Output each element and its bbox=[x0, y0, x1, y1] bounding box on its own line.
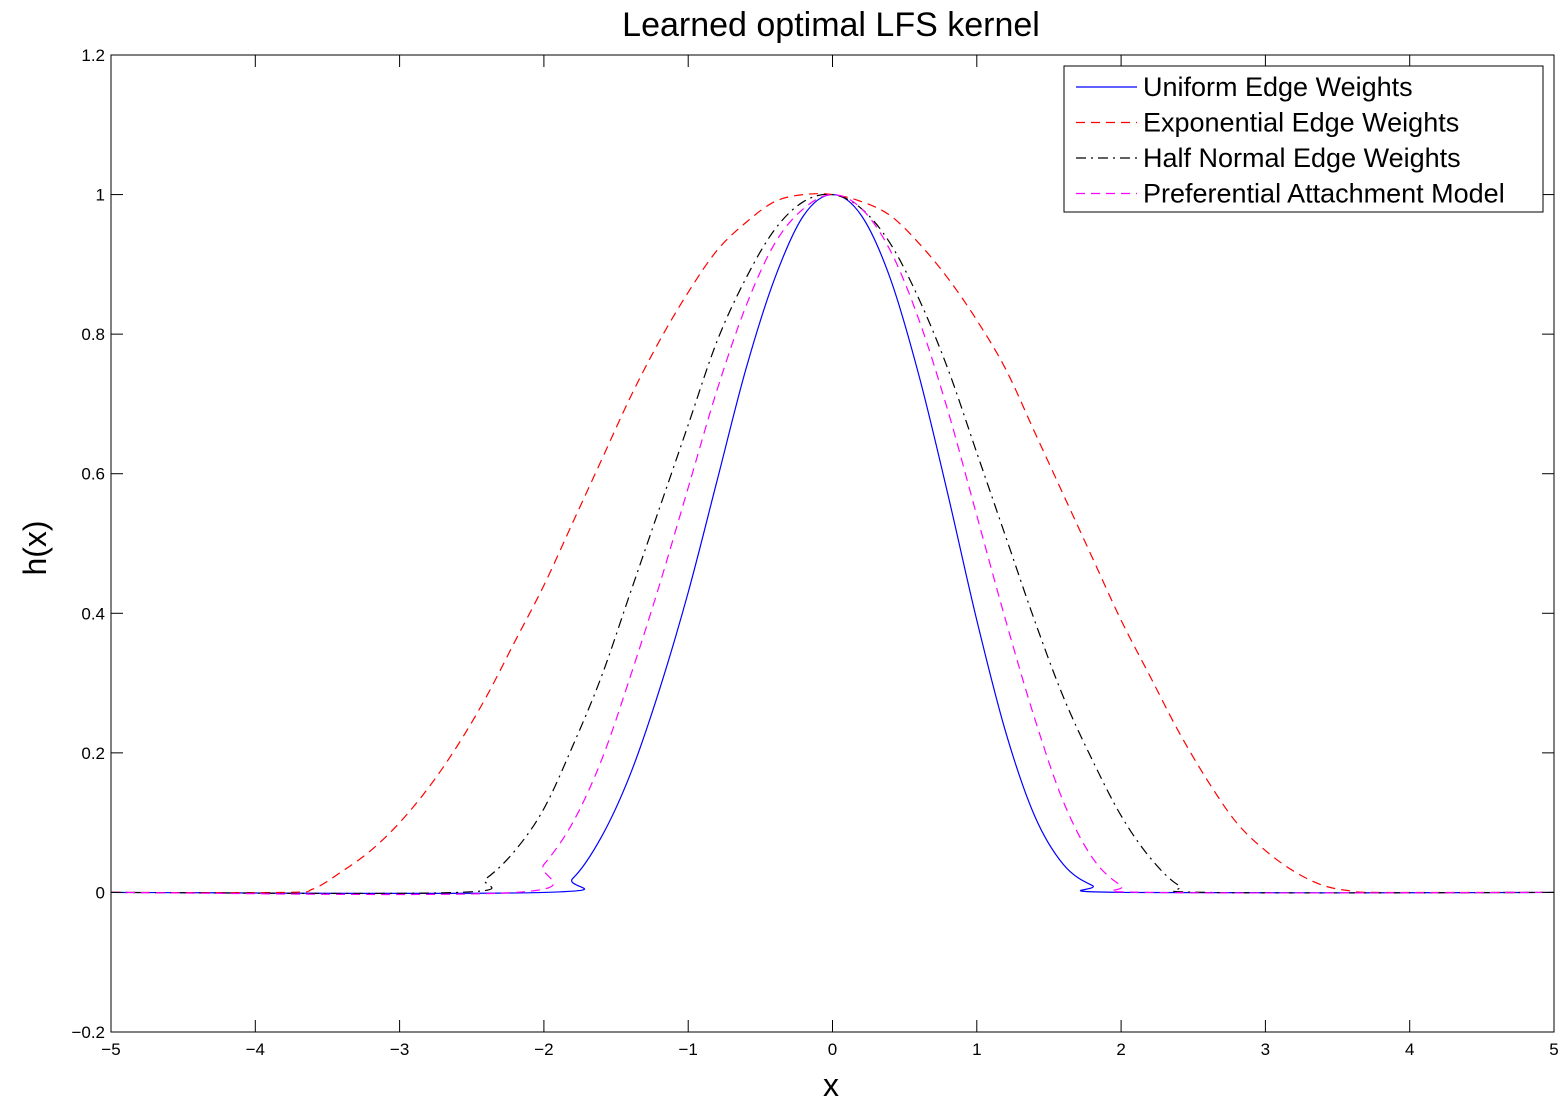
legend-label-2: Exponential Edge Weights bbox=[1143, 108, 1459, 138]
y-tick-label: −0.2 bbox=[71, 1023, 105, 1042]
x-axis-label: x bbox=[823, 1067, 839, 1103]
x-tick-label: 4 bbox=[1405, 1040, 1414, 1059]
x-tick-label: −1 bbox=[679, 1040, 698, 1059]
x-tick-label: 1 bbox=[972, 1040, 981, 1059]
y-tick-label: 0 bbox=[96, 883, 105, 902]
x-tick-label: −3 bbox=[390, 1040, 409, 1059]
y-tick-label: 0.6 bbox=[81, 465, 105, 484]
chart-title: Learned optimal LFS kernel bbox=[622, 6, 1040, 44]
x-tick-label: −2 bbox=[534, 1040, 553, 1059]
legend-label-3: Half Normal Edge Weights bbox=[1143, 143, 1461, 173]
legend-label-4: Preferential Attachment Model bbox=[1143, 179, 1505, 209]
x-tick-label: −5 bbox=[101, 1040, 120, 1059]
y-tick-label: 0.4 bbox=[81, 604, 105, 623]
x-tick-label: 5 bbox=[1549, 1040, 1558, 1059]
x-tick-label: 3 bbox=[1261, 1040, 1270, 1059]
y-tick-label: 1.2 bbox=[81, 46, 105, 65]
y-tick-label: 0.8 bbox=[81, 325, 105, 344]
x-tick-label: 0 bbox=[828, 1040, 837, 1059]
legend: Uniform Edge Weights Exponential Edge Wei… bbox=[1064, 66, 1543, 212]
x-tick-label: 2 bbox=[1116, 1040, 1125, 1059]
y-tick-label: 1 bbox=[96, 186, 105, 205]
x-tick-label: −4 bbox=[246, 1040, 265, 1059]
legend-label-1: Uniform Edge Weights bbox=[1143, 72, 1413, 102]
y-tick-label: 0.2 bbox=[81, 744, 105, 763]
y-axis-label: h(x) bbox=[17, 520, 53, 575]
